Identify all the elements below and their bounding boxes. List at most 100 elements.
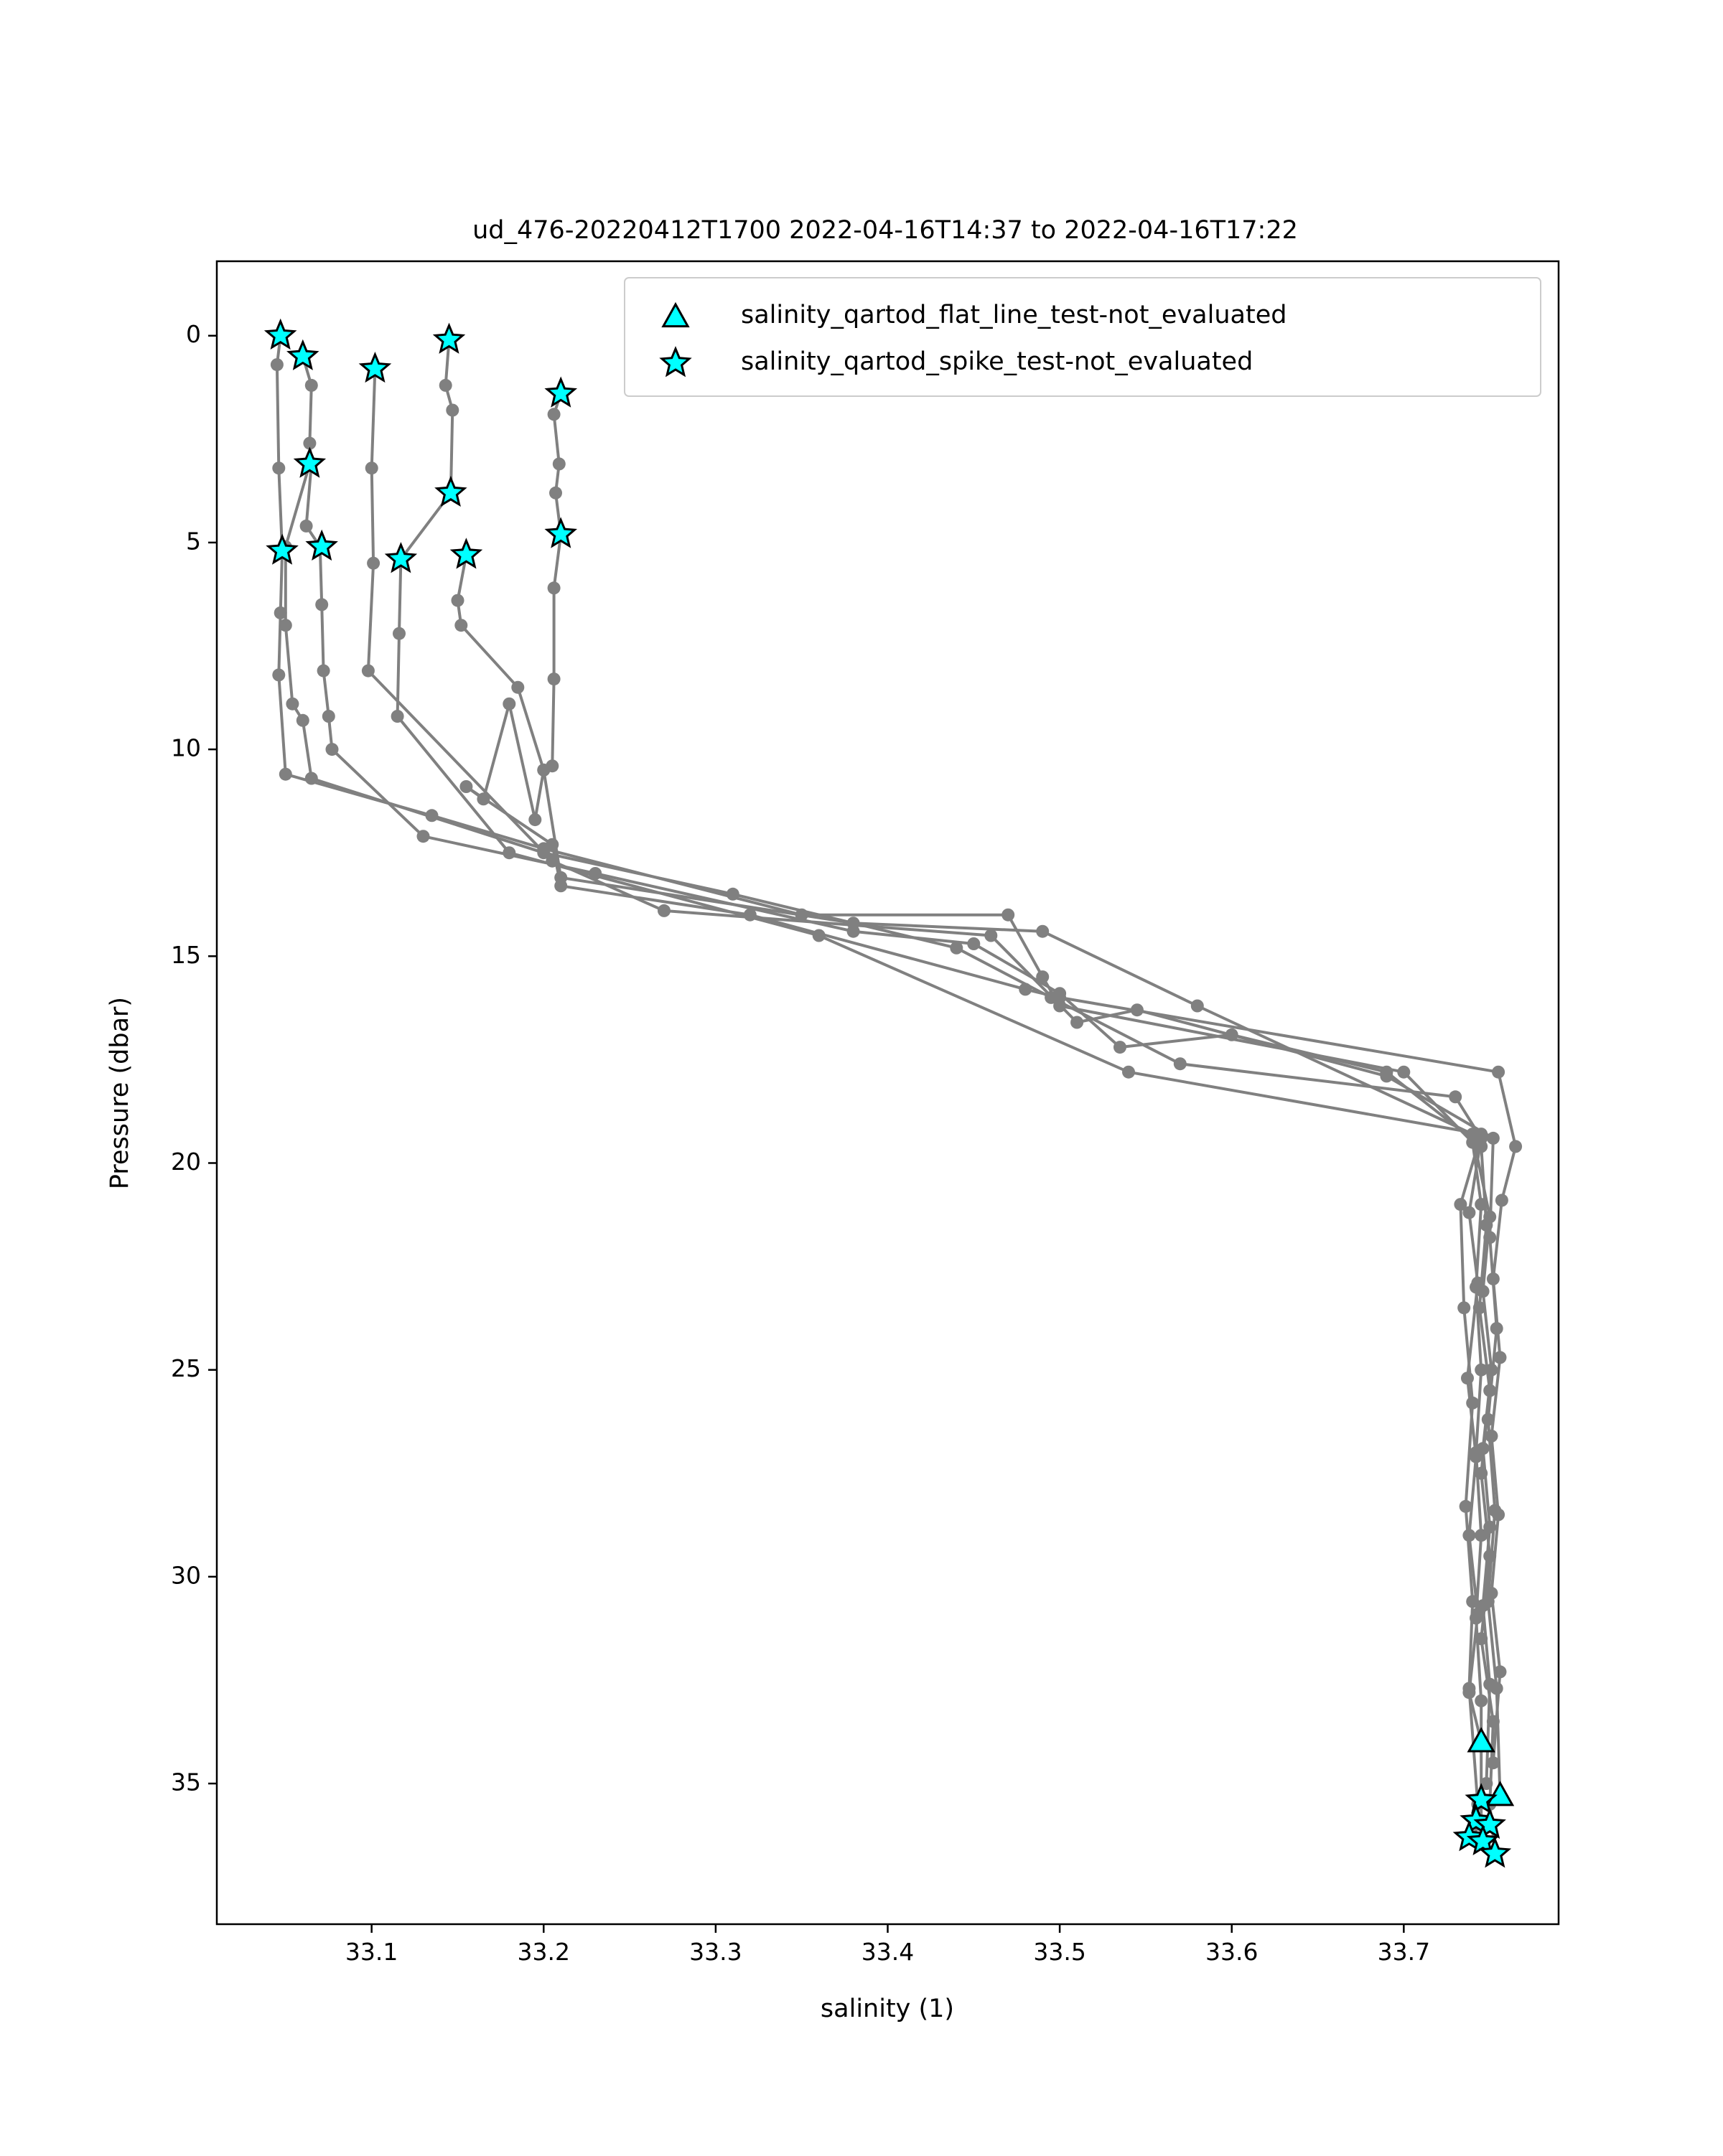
profile-point bbox=[846, 917, 860, 930]
y-axis-label: Pressure (dbar) bbox=[106, 997, 134, 1189]
profile-point bbox=[1397, 1065, 1411, 1079]
y-axis-ticks: 0 5 10 15 20 25 30 35 bbox=[171, 320, 217, 1796]
profile-point bbox=[984, 929, 998, 942]
profile-point bbox=[296, 713, 309, 727]
profile-point bbox=[1053, 990, 1067, 1004]
x-tick-label: 33.2 bbox=[518, 1938, 570, 1966]
profile-point bbox=[1480, 1777, 1493, 1790]
profile-point bbox=[1486, 1756, 1500, 1770]
profile-point bbox=[315, 598, 329, 611]
profile-point bbox=[365, 461, 378, 475]
flat-line-test-triangle-marker bbox=[1485, 1781, 1515, 1806]
profile-point bbox=[967, 937, 981, 950]
x-axis-ticks: 33.1 33.2 33.3 33.4 33.5 33.6 33.7 bbox=[345, 1924, 1430, 1966]
profile-point bbox=[274, 606, 287, 619]
profile-point bbox=[1475, 1694, 1488, 1707]
chart-title: ud_476-20220412T1700 2022-04-16T14:37 to… bbox=[472, 216, 1298, 245]
y-tick-label: 5 bbox=[186, 527, 201, 555]
spike-test-star-marker bbox=[432, 322, 466, 354]
profile-point bbox=[1492, 1508, 1505, 1522]
profile-point bbox=[272, 461, 286, 475]
profile-point bbox=[279, 767, 292, 781]
profile-line-1 bbox=[275, 335, 1483, 1839]
profile-point bbox=[1019, 983, 1032, 996]
profile-point bbox=[1466, 1396, 1480, 1410]
profile-point bbox=[1483, 1210, 1497, 1224]
profile-point bbox=[279, 619, 292, 632]
profile-point bbox=[1493, 1665, 1507, 1679]
profile-point bbox=[1454, 1198, 1467, 1211]
spike-test-star-marker bbox=[286, 339, 319, 370]
profile-point bbox=[503, 846, 516, 860]
profile-point bbox=[1070, 1016, 1084, 1029]
profile-point bbox=[286, 697, 299, 711]
profile-point bbox=[950, 941, 963, 955]
profile-point bbox=[1462, 1682, 1476, 1695]
legend: salinity_qartod_flat_line_test-not_evalu… bbox=[624, 277, 1541, 397]
profile-point bbox=[1113, 1041, 1126, 1054]
profile-point bbox=[322, 710, 335, 723]
legend-box bbox=[624, 277, 1541, 397]
profile-point bbox=[1485, 1429, 1498, 1443]
profile-point bbox=[1476, 1285, 1490, 1298]
profile-point bbox=[547, 672, 561, 686]
legend-label-spike: salinity_qartod_spike_test-not_evaluated bbox=[741, 347, 1253, 376]
spike-test-star-marker bbox=[1478, 1837, 1512, 1868]
profile-point bbox=[304, 772, 318, 785]
flat-line-test-triangle-marker bbox=[1467, 1727, 1495, 1753]
profile-point bbox=[1466, 1128, 1480, 1141]
profile-point bbox=[1486, 1272, 1500, 1285]
spike-test-star-marker bbox=[449, 538, 483, 569]
profile-point bbox=[1476, 1442, 1490, 1456]
x-tick-label: 33.1 bbox=[345, 1938, 398, 1966]
y-tick-label: 10 bbox=[171, 734, 201, 762]
profile-point bbox=[270, 358, 284, 372]
profile-point bbox=[1457, 1301, 1471, 1315]
profile-point bbox=[1122, 1065, 1135, 1079]
profile-point bbox=[1476, 1599, 1490, 1613]
profile-line-2 bbox=[301, 356, 1497, 1855]
profile-point bbox=[658, 904, 671, 917]
profile-point bbox=[477, 792, 490, 806]
legend-triangle-marker bbox=[661, 301, 690, 328]
profile-point bbox=[552, 457, 566, 471]
profile-point bbox=[528, 813, 542, 827]
profile-line-5 bbox=[396, 339, 1483, 1805]
profile-point bbox=[1483, 1520, 1497, 1534]
profile-point bbox=[317, 664, 330, 678]
profile-point bbox=[537, 763, 551, 777]
profile-point bbox=[1475, 1363, 1488, 1377]
profile-point bbox=[1459, 1499, 1472, 1513]
profile-point bbox=[451, 594, 464, 607]
profile-point bbox=[1493, 1351, 1507, 1364]
profile-point bbox=[272, 668, 286, 682]
legend-triangle-icon bbox=[661, 301, 690, 328]
profile-point bbox=[1485, 1363, 1498, 1377]
profile-point bbox=[304, 378, 318, 392]
spike-test-star-marker bbox=[384, 542, 418, 573]
y-tick-label: 25 bbox=[171, 1354, 201, 1382]
profile-point bbox=[303, 436, 317, 450]
spike-test-star-marker bbox=[544, 376, 578, 408]
x-tick-label: 33.5 bbox=[1033, 1938, 1085, 1966]
x-tick-label: 33.7 bbox=[1378, 1938, 1430, 1966]
profile-point bbox=[1483, 1231, 1497, 1245]
spike-test-star-marker bbox=[266, 533, 299, 565]
y-tick-label: 35 bbox=[171, 1768, 201, 1796]
spike-test-star-marker bbox=[305, 529, 338, 561]
x-tick-label: 33.6 bbox=[1205, 1938, 1258, 1966]
spike-test-star-marker bbox=[434, 475, 467, 507]
profile-point bbox=[546, 838, 559, 851]
profile-point bbox=[1462, 1206, 1476, 1219]
profile-point bbox=[1449, 1090, 1462, 1104]
profile-point bbox=[361, 664, 375, 678]
profile-point bbox=[726, 887, 739, 901]
profile-point bbox=[1475, 1529, 1488, 1542]
profile-point bbox=[1483, 1677, 1497, 1691]
profile-point bbox=[1492, 1065, 1505, 1079]
plot-frame bbox=[215, 260, 1560, 1926]
profile-point bbox=[554, 879, 568, 893]
profile-point bbox=[459, 780, 473, 793]
y-tick-label: 20 bbox=[171, 1148, 201, 1176]
